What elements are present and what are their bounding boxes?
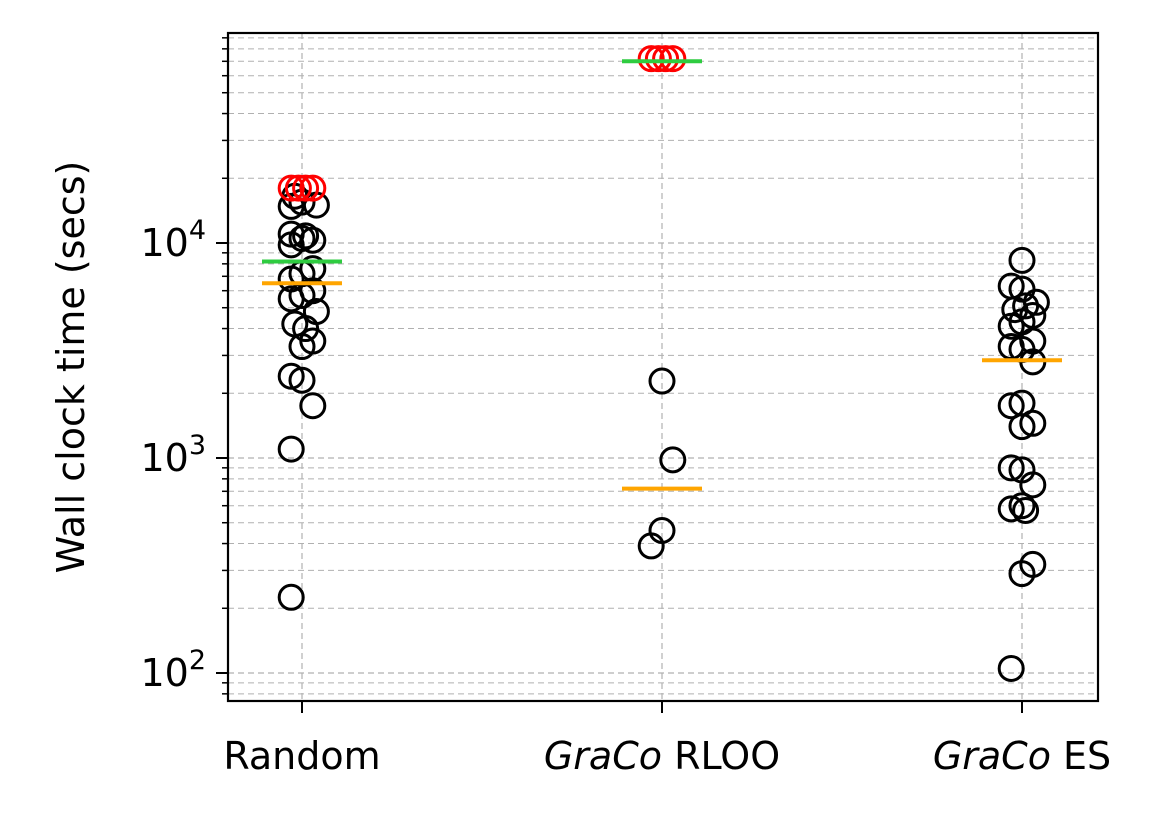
x-tick-label: GraCo RLOO xyxy=(544,734,780,778)
data-point xyxy=(648,517,676,545)
y-tick-exponent: 4 xyxy=(189,215,206,246)
grid-lines xyxy=(228,33,1098,701)
data-point xyxy=(997,272,1025,300)
data-point xyxy=(277,362,305,390)
data-point xyxy=(997,392,1025,420)
y-tick-label: 103 xyxy=(140,430,206,480)
x-tick-label-italic: GraCo xyxy=(933,734,1051,778)
data-point xyxy=(1019,409,1047,437)
data-point xyxy=(1012,496,1040,524)
y-tick-label: 104 xyxy=(140,215,206,265)
y-tick-base: 10 xyxy=(140,221,188,265)
timeout-point xyxy=(277,174,305,202)
timeout-point xyxy=(659,45,687,73)
data-point xyxy=(1008,275,1036,303)
timeout-point xyxy=(299,174,327,202)
data-point xyxy=(997,454,1025,482)
data-point xyxy=(299,255,327,283)
plot-frame xyxy=(226,31,1100,703)
y-tick-base: 10 xyxy=(140,651,188,695)
y-tick-exponent: 3 xyxy=(189,430,206,461)
timeout-point xyxy=(284,174,312,202)
data-point xyxy=(659,446,687,474)
data-point xyxy=(997,495,1025,523)
x-tick-label: Random xyxy=(223,734,380,778)
data-point xyxy=(1008,560,1036,588)
y-axis-label: Wall clock time (secs) xyxy=(49,161,93,574)
timeout-point xyxy=(652,45,680,73)
data-point xyxy=(299,392,327,420)
data-marks xyxy=(262,45,1062,682)
data-point xyxy=(277,220,305,248)
x-tick-label-text: RLOO xyxy=(662,734,780,778)
data-point xyxy=(292,222,320,250)
data-point xyxy=(1008,246,1036,274)
data-point xyxy=(1008,492,1036,520)
y-tick-exponent: 2 xyxy=(189,645,206,676)
x-tick-label-text: Random xyxy=(223,734,380,778)
timeout-point xyxy=(637,45,665,73)
data-point xyxy=(648,367,676,395)
x-tick-label-text: ES xyxy=(1051,734,1111,778)
data-point xyxy=(1012,292,1040,320)
x-tick-label: GraCo ES xyxy=(933,734,1111,778)
data-point xyxy=(1008,389,1036,417)
x-tick-label-italic: GraCo xyxy=(544,734,662,778)
data-point xyxy=(997,654,1025,682)
timeout-point xyxy=(644,45,672,73)
data-point xyxy=(1008,456,1036,484)
y-tick-base: 10 xyxy=(140,436,188,480)
data-point xyxy=(302,298,330,326)
data-point xyxy=(277,435,305,463)
timeout-point xyxy=(292,174,320,202)
y-tick-label: 102 xyxy=(140,645,206,695)
data-point xyxy=(277,583,305,611)
